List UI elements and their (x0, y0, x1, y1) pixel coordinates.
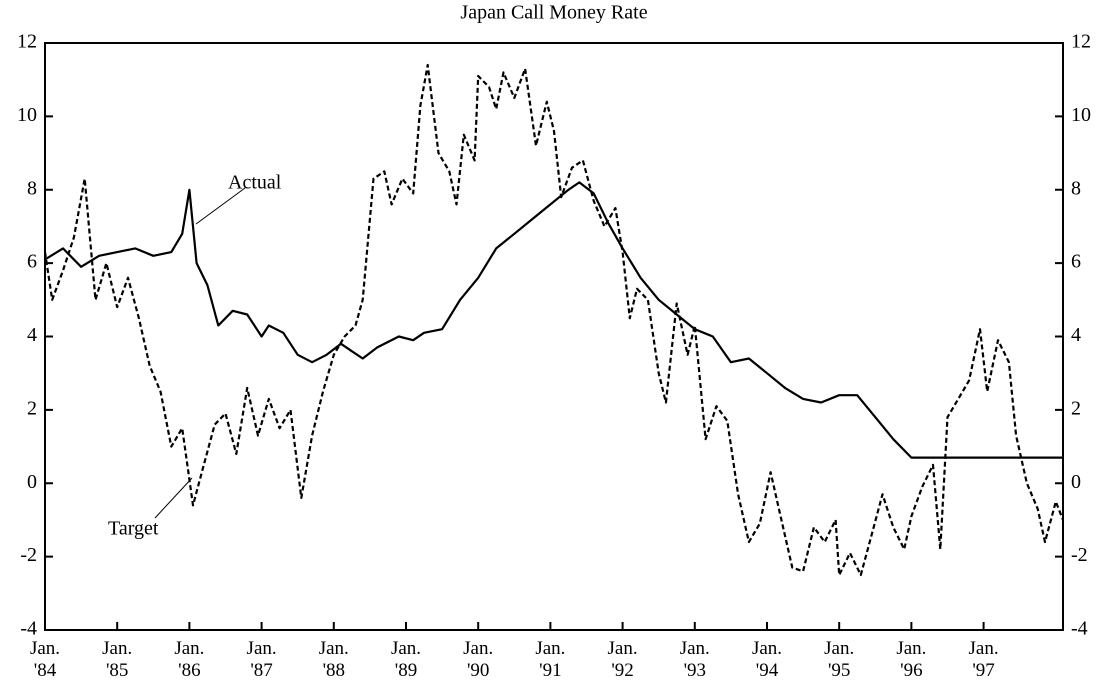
annotation: Actual (228, 172, 282, 194)
series-line (43, 63, 1065, 577)
y2-tick-label: 12 (1071, 31, 1091, 53)
y2-tick-label: 10 (1071, 104, 1091, 126)
x-tick-label: Jan. '89 (390, 638, 422, 681)
y-tick-label: 2 (27, 397, 37, 419)
y-tick-label: 10 (17, 104, 37, 126)
series-line (44, 181, 1063, 459)
annotation: Target (108, 518, 159, 540)
y-tick-label: -4 (20, 618, 37, 640)
y2-tick-label: 2 (1071, 397, 1081, 419)
annotation-pointer (195, 187, 246, 225)
y2-tick-label: -2 (1071, 544, 1088, 566)
y2-tick-label: 4 (1071, 324, 1081, 346)
y2-tick-label: 0 (1071, 471, 1081, 493)
y-tick-label: -2 (20, 544, 37, 566)
y2-tick-label: -4 (1071, 618, 1088, 640)
y-tick-label: 6 (27, 251, 37, 273)
x-tick-label: Jan. '92 (607, 638, 638, 681)
x-tick-label: Jan. '85 (102, 638, 133, 681)
y-tick-label: 8 (27, 177, 37, 199)
y-tick-label: 4 (27, 324, 37, 346)
x-tick-label: Jan. '90 (463, 638, 494, 681)
y2-tick-label: 6 (1071, 251, 1081, 273)
chart-title: Japan Call Money Rate (460, 2, 647, 24)
x-tick-label: Jan. '88 (318, 638, 349, 681)
x-tick-label: Jan. '84 (29, 638, 61, 681)
y-tick-label: 0 (27, 471, 37, 493)
x-tick-label: Jan. '91 (535, 638, 566, 681)
x-tick-label: Jan. '95 (824, 638, 855, 681)
x-tick-label: Jan. '96 (896, 638, 927, 681)
x-tick-label: Jan. '94 (751, 638, 783, 681)
y-tick-label: 12 (17, 31, 37, 53)
x-tick-label: Jan. '93 (679, 638, 710, 681)
annotation-pointer (154, 477, 193, 519)
x-tick-label: Jan. '97 (968, 638, 999, 681)
x-tick-label: Jan. '87 (246, 638, 277, 681)
x-tick-label: Jan. '86 (174, 638, 205, 681)
y2-tick-label: 8 (1071, 177, 1081, 199)
